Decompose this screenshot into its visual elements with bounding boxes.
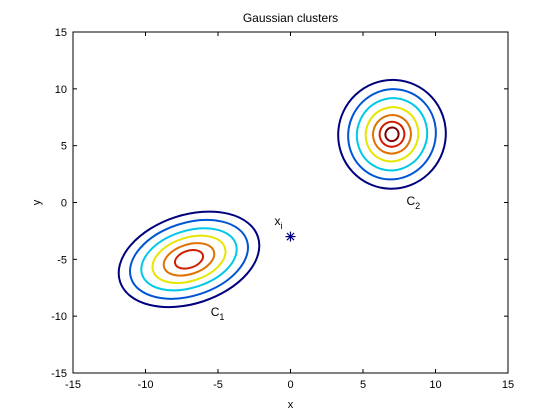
label-layer: Gaussian clusters x y <box>31 11 338 411</box>
x-tick-label: -10 <box>138 379 154 391</box>
cluster-1-contour-4 <box>151 234 227 284</box>
cluster-1-label: C1 <box>211 305 225 322</box>
cluster-2-label: C2 <box>407 194 421 211</box>
cluster-1-contours: C1 <box>117 210 261 322</box>
plot-area-frame <box>72 31 509 374</box>
y-axis-label: y <box>31 199 43 205</box>
x-tick-label: -15 <box>65 379 81 391</box>
x-tick-label: -5 <box>213 379 223 391</box>
chart-title: Gaussian clusters <box>243 11 338 25</box>
cluster-1-contour-1 <box>117 210 261 309</box>
y-tick-label: 10 <box>55 84 67 96</box>
cluster-1-contour-6 <box>173 249 205 270</box>
y-tick-label: -5 <box>57 254 67 266</box>
cluster-2-contour-7 <box>384 126 400 143</box>
cluster-1-contour-5 <box>162 242 216 277</box>
point-marker-asterisk <box>285 231 296 242</box>
x-tick-label: 5 <box>360 379 366 391</box>
cluster-2-contour-2 <box>347 88 437 181</box>
contour-layer: C1 C2 <box>117 78 447 322</box>
cluster-2-contour-5 <box>372 114 412 155</box>
x-tick-label: 15 <box>502 379 514 391</box>
y-tick-label: 15 <box>55 27 67 39</box>
point-layer: xi <box>275 214 296 242</box>
y-tick-label: 0 <box>61 198 67 210</box>
tick-layer: -15 -10 -5 0 5 10 15 -15 -10 -5 0 5 10 15 <box>51 27 514 391</box>
y-tick-label: -15 <box>51 368 67 380</box>
cluster-2-contour-4 <box>364 106 420 163</box>
y-tick-label: -10 <box>51 311 67 323</box>
x-axis-label: x <box>288 399 294 411</box>
cluster-1-contour-2 <box>129 218 249 300</box>
point-label: xi <box>275 214 283 231</box>
cluster-2-contour-1 <box>337 78 447 190</box>
cluster-1-contour-3 <box>140 227 238 292</box>
y-tick-label: 5 <box>61 141 67 153</box>
cluster-2-contour-6 <box>378 120 406 148</box>
axes-layer <box>72 31 509 374</box>
cluster-2-contours: C2 <box>337 78 447 211</box>
x-tick-label: 10 <box>429 379 441 391</box>
x-tick-label: 0 <box>287 379 293 391</box>
cluster-2-contour-3 <box>355 97 429 172</box>
